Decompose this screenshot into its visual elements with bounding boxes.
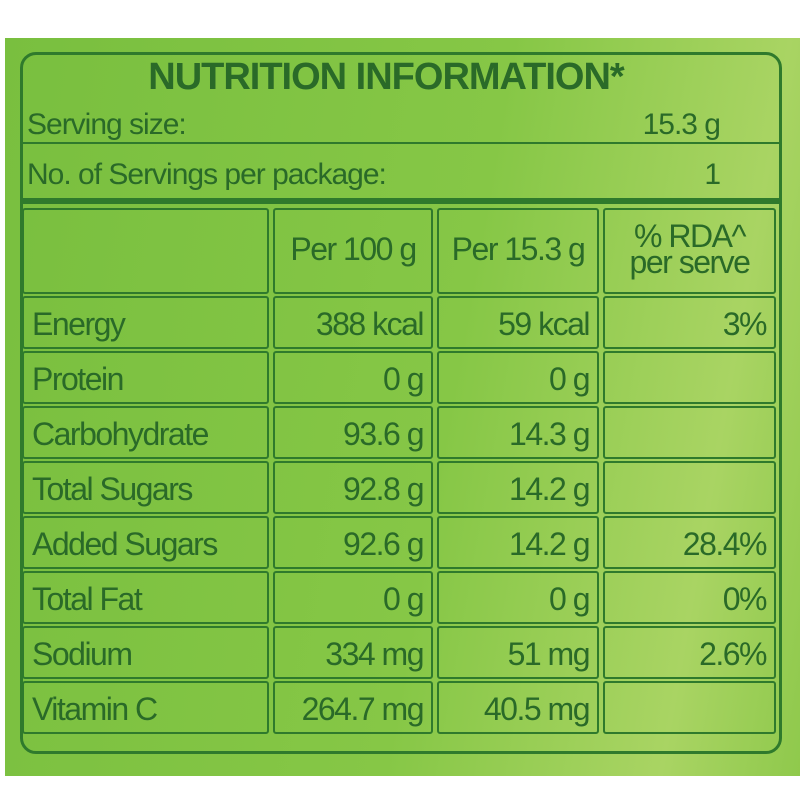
nutrient-value: 51 mg	[437, 626, 599, 679]
nutrient-value: 92.8 g	[273, 461, 433, 514]
nutrient-value: 92.6 g	[273, 516, 433, 569]
nutrient-value	[603, 351, 776, 404]
nutrient-value: 2.6%	[603, 626, 776, 679]
label-frame	[20, 52, 782, 754]
nutrient-name: Added Sugars	[22, 516, 269, 569]
nutrient-name: Vitamin C	[22, 681, 269, 734]
nutrient-value	[603, 681, 776, 734]
servings-label: No. of Servings per package:	[27, 158, 387, 191]
nutrient-value: 0 g	[273, 571, 433, 624]
nutrient-value: 28.4%	[603, 516, 776, 569]
serving-value: 15.3 g	[642, 108, 721, 141]
nutrient-value: 59 kcal	[437, 296, 599, 349]
nutrient-name: Protein	[22, 351, 269, 404]
nutrient-value: 0 g	[437, 571, 599, 624]
nutrient-value: 388 kcal	[273, 296, 433, 349]
nutrient-name: Total Sugars	[22, 461, 269, 514]
label-panel: NUTRITION INFORMATION* Serving size: 15.…	[5, 38, 800, 776]
nutrient-value: 3%	[603, 296, 776, 349]
nutrient-name: Carbohydrate	[22, 406, 269, 459]
nutrient-value: 0 g	[437, 351, 599, 404]
header-cell	[22, 208, 269, 294]
title: NUTRITION INFORMATION*	[148, 56, 624, 98]
nutrient-value: 334 mg	[273, 626, 433, 679]
nutrient-value: 0%	[603, 571, 776, 624]
serving-label: Serving size:	[27, 108, 187, 141]
nutrient-value	[603, 461, 776, 514]
column-header: Per 100 g	[273, 208, 433, 294]
nutrient-value: 40.5 mg	[437, 681, 599, 734]
nutrient-name: Sodium	[22, 626, 269, 679]
servings-value: 1	[704, 158, 721, 191]
nutrient-value: 14.3 g	[437, 406, 599, 459]
column-header: Per 15.3 g	[437, 208, 599, 294]
nutrient-value: 0 g	[273, 351, 433, 404]
nutrient-name: Total Fat	[22, 571, 269, 624]
nutrient-value: 264.7 mg	[273, 681, 433, 734]
nutrient-value: 14.2 g	[437, 461, 599, 514]
nutrient-name: Energy	[22, 296, 269, 349]
divider	[20, 142, 782, 144]
nutrient-value	[603, 406, 776, 459]
column-header: % RDA^ per serve	[603, 208, 776, 294]
nutrient-value: 93.6 g	[273, 406, 433, 459]
divider-thick	[20, 198, 782, 204]
nutrient-value: 14.2 g	[437, 516, 599, 569]
